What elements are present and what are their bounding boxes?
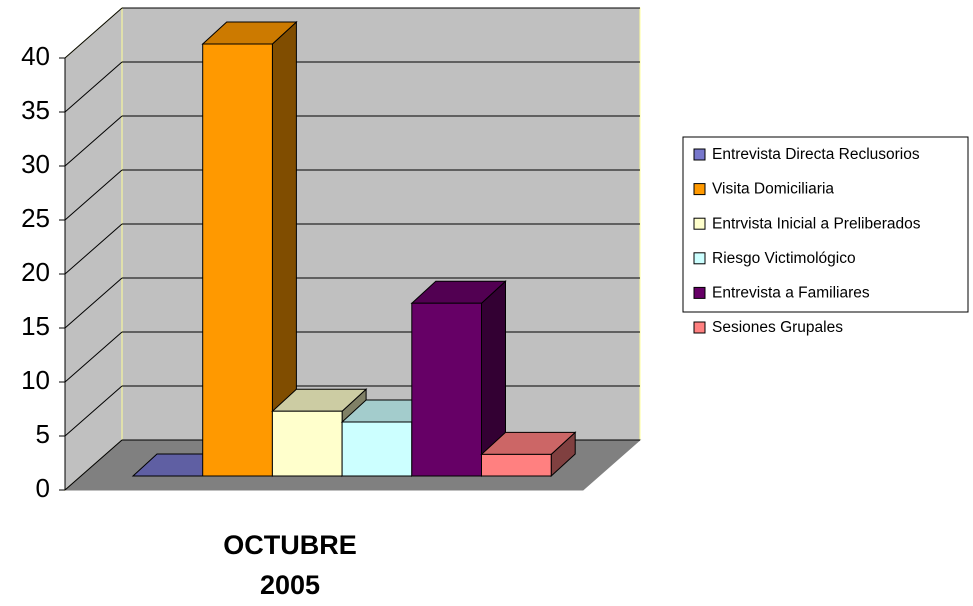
legend-label: Entrvista Inicial a Preliberados [712,215,921,232]
y-tick-label: 15 [21,311,50,341]
y-tick-label: 35 [21,95,50,125]
grid-line [64,223,123,275]
y-tick-label: 10 [21,365,50,395]
grid-line [64,115,123,167]
legend-label: Sesiones Grupales [712,319,843,336]
legend-label: Riesgo Victimológico [712,250,856,267]
legend-label: Entrevista a Familiares [712,284,870,301]
legend-swatch [693,148,706,161]
bar [341,421,413,477]
bar [202,43,273,477]
y-tick-label: 5 [36,419,50,449]
y-tick-label: 40 [21,41,50,71]
y-tick-label: 0 [36,473,50,503]
bar [271,410,343,477]
y-tick-label: 30 [21,149,50,179]
legend-swatch [693,252,706,265]
grid-line [64,7,123,59]
bar [481,453,552,477]
category-label: OCTUBRE 2005 [223,530,357,600]
grid-line [64,439,123,491]
legend-label: Entrevista Directa Reclusorios [712,146,920,163]
grid-line [64,385,123,437]
legend-swatch [693,321,706,334]
legend-swatch [693,286,706,299]
legend-box [682,136,969,313]
legend-swatch [693,183,706,196]
grid-line [64,169,123,221]
bar [411,302,482,477]
y-tick-label: 25 [21,203,50,233]
y-tick-label: 20 [21,257,50,287]
legend-label: Visita Domiciliaria [712,181,834,198]
legend-swatch [693,217,706,230]
grid-line [64,331,123,383]
grid-line [64,61,123,113]
grid-line [64,277,123,329]
